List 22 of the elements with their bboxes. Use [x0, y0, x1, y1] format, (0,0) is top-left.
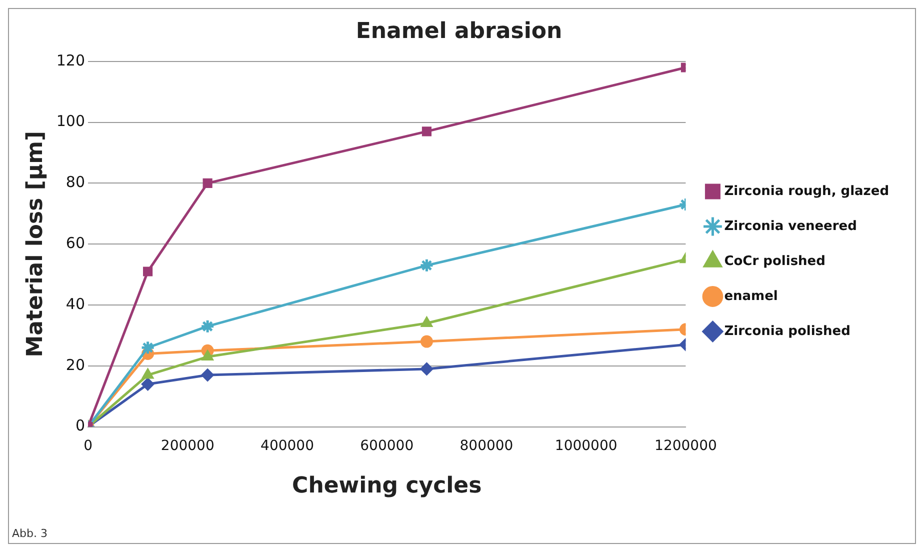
y-tick-label: 60 [66, 234, 86, 252]
caption: Abb. 3 [12, 527, 48, 540]
x-axis-title: Chewing cycles [292, 474, 482, 499]
legend-label: Zirconia rough, glazed [724, 184, 890, 199]
x-tick-label: 600000 [360, 438, 414, 454]
y-tick-label: 20 [66, 356, 86, 374]
chart-title: Enamel abrasion [356, 18, 562, 44]
legend-label: Zirconia veneered [724, 218, 857, 234]
y-tick-label: 0 [75, 416, 86, 435]
y-axis-title: Material loss [µm] [22, 130, 48, 358]
x-tick-label: 400000 [260, 438, 314, 454]
legend-label: enamel [724, 288, 778, 304]
y-tick-label: 80 [66, 173, 86, 192]
x-tick-label: 1000000 [554, 438, 618, 454]
legend-label: Zirconia polished [724, 324, 850, 339]
y-tick-label: 120 [56, 51, 86, 70]
x-tick-label: 800000 [460, 438, 514, 454]
y-tick-label: 100 [56, 112, 86, 130]
x-tick-label: 1200000 [654, 438, 717, 454]
legend-label: CoCr polished [724, 254, 826, 269]
y-tick-label: 40 [66, 294, 86, 313]
x-tick-label: 200000 [160, 438, 214, 454]
